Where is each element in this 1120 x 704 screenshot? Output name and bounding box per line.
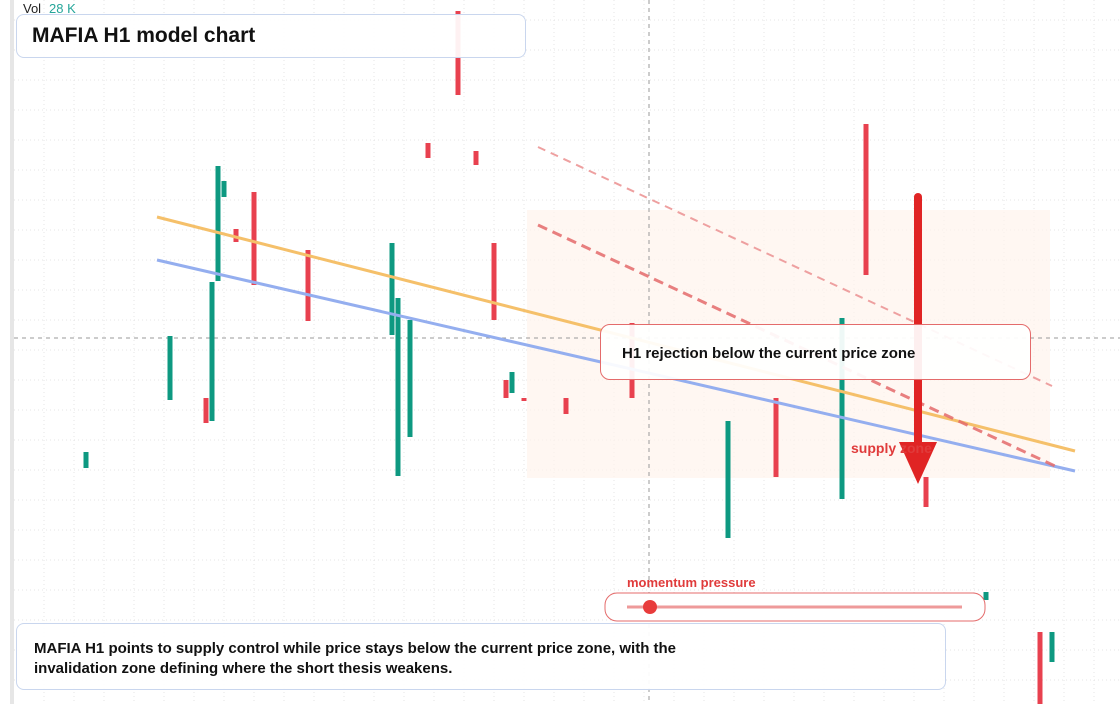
candle bbox=[521, 398, 527, 401]
candle bbox=[167, 336, 173, 400]
candle bbox=[221, 181, 227, 197]
candle bbox=[209, 282, 215, 421]
candle bbox=[395, 298, 401, 476]
zone-label: supply zone bbox=[851, 440, 932, 456]
gauge-knob bbox=[643, 600, 657, 614]
candle bbox=[407, 320, 413, 437]
summary: MAFIA H1 points to supply control while … bbox=[16, 623, 946, 690]
candle bbox=[233, 229, 239, 242]
candle bbox=[563, 398, 569, 414]
arrow-head bbox=[899, 442, 937, 484]
candle bbox=[215, 166, 221, 281]
callout: H1 rejection below the current price zon… bbox=[600, 324, 1031, 380]
candle bbox=[473, 151, 479, 165]
candle bbox=[203, 398, 209, 423]
candle bbox=[491, 243, 497, 320]
candle bbox=[503, 380, 509, 398]
candle bbox=[1049, 632, 1055, 662]
candle bbox=[983, 592, 989, 600]
dashed-line bbox=[537, 146, 1053, 387]
left-edge bbox=[10, 0, 14, 704]
candle bbox=[425, 143, 431, 158]
volume-label: Vol bbox=[23, 1, 41, 16]
gauge-label: momentum pressure bbox=[627, 575, 756, 590]
volume-value: 28 K bbox=[49, 1, 76, 16]
candle bbox=[389, 243, 395, 335]
candle bbox=[839, 318, 845, 499]
candle bbox=[251, 192, 257, 285]
candle bbox=[1037, 632, 1043, 704]
candle bbox=[83, 452, 89, 468]
candle bbox=[773, 398, 779, 477]
candle bbox=[923, 477, 929, 507]
summary-text: MAFIA H1 points to supply control while … bbox=[34, 640, 677, 677]
candle bbox=[305, 250, 311, 321]
candle bbox=[863, 124, 869, 275]
title: MAFIA H1 model chart bbox=[16, 14, 526, 58]
candle bbox=[509, 372, 515, 393]
candle bbox=[725, 421, 731, 538]
